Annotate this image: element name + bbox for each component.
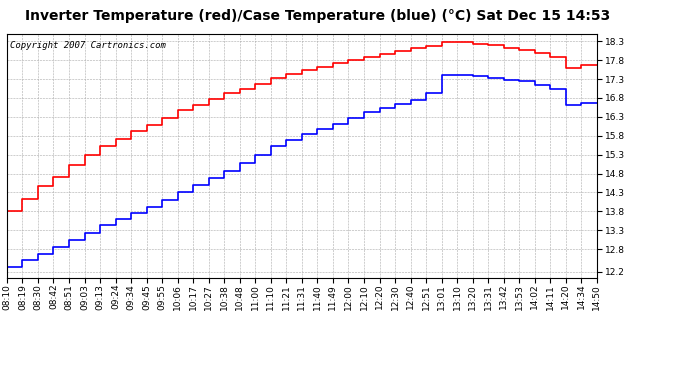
Text: Copyright 2007 Cartronics.com: Copyright 2007 Cartronics.com xyxy=(10,41,166,50)
Text: Inverter Temperature (red)/Case Temperature (blue) (°C) Sat Dec 15 14:53: Inverter Temperature (red)/Case Temperat… xyxy=(25,9,610,23)
